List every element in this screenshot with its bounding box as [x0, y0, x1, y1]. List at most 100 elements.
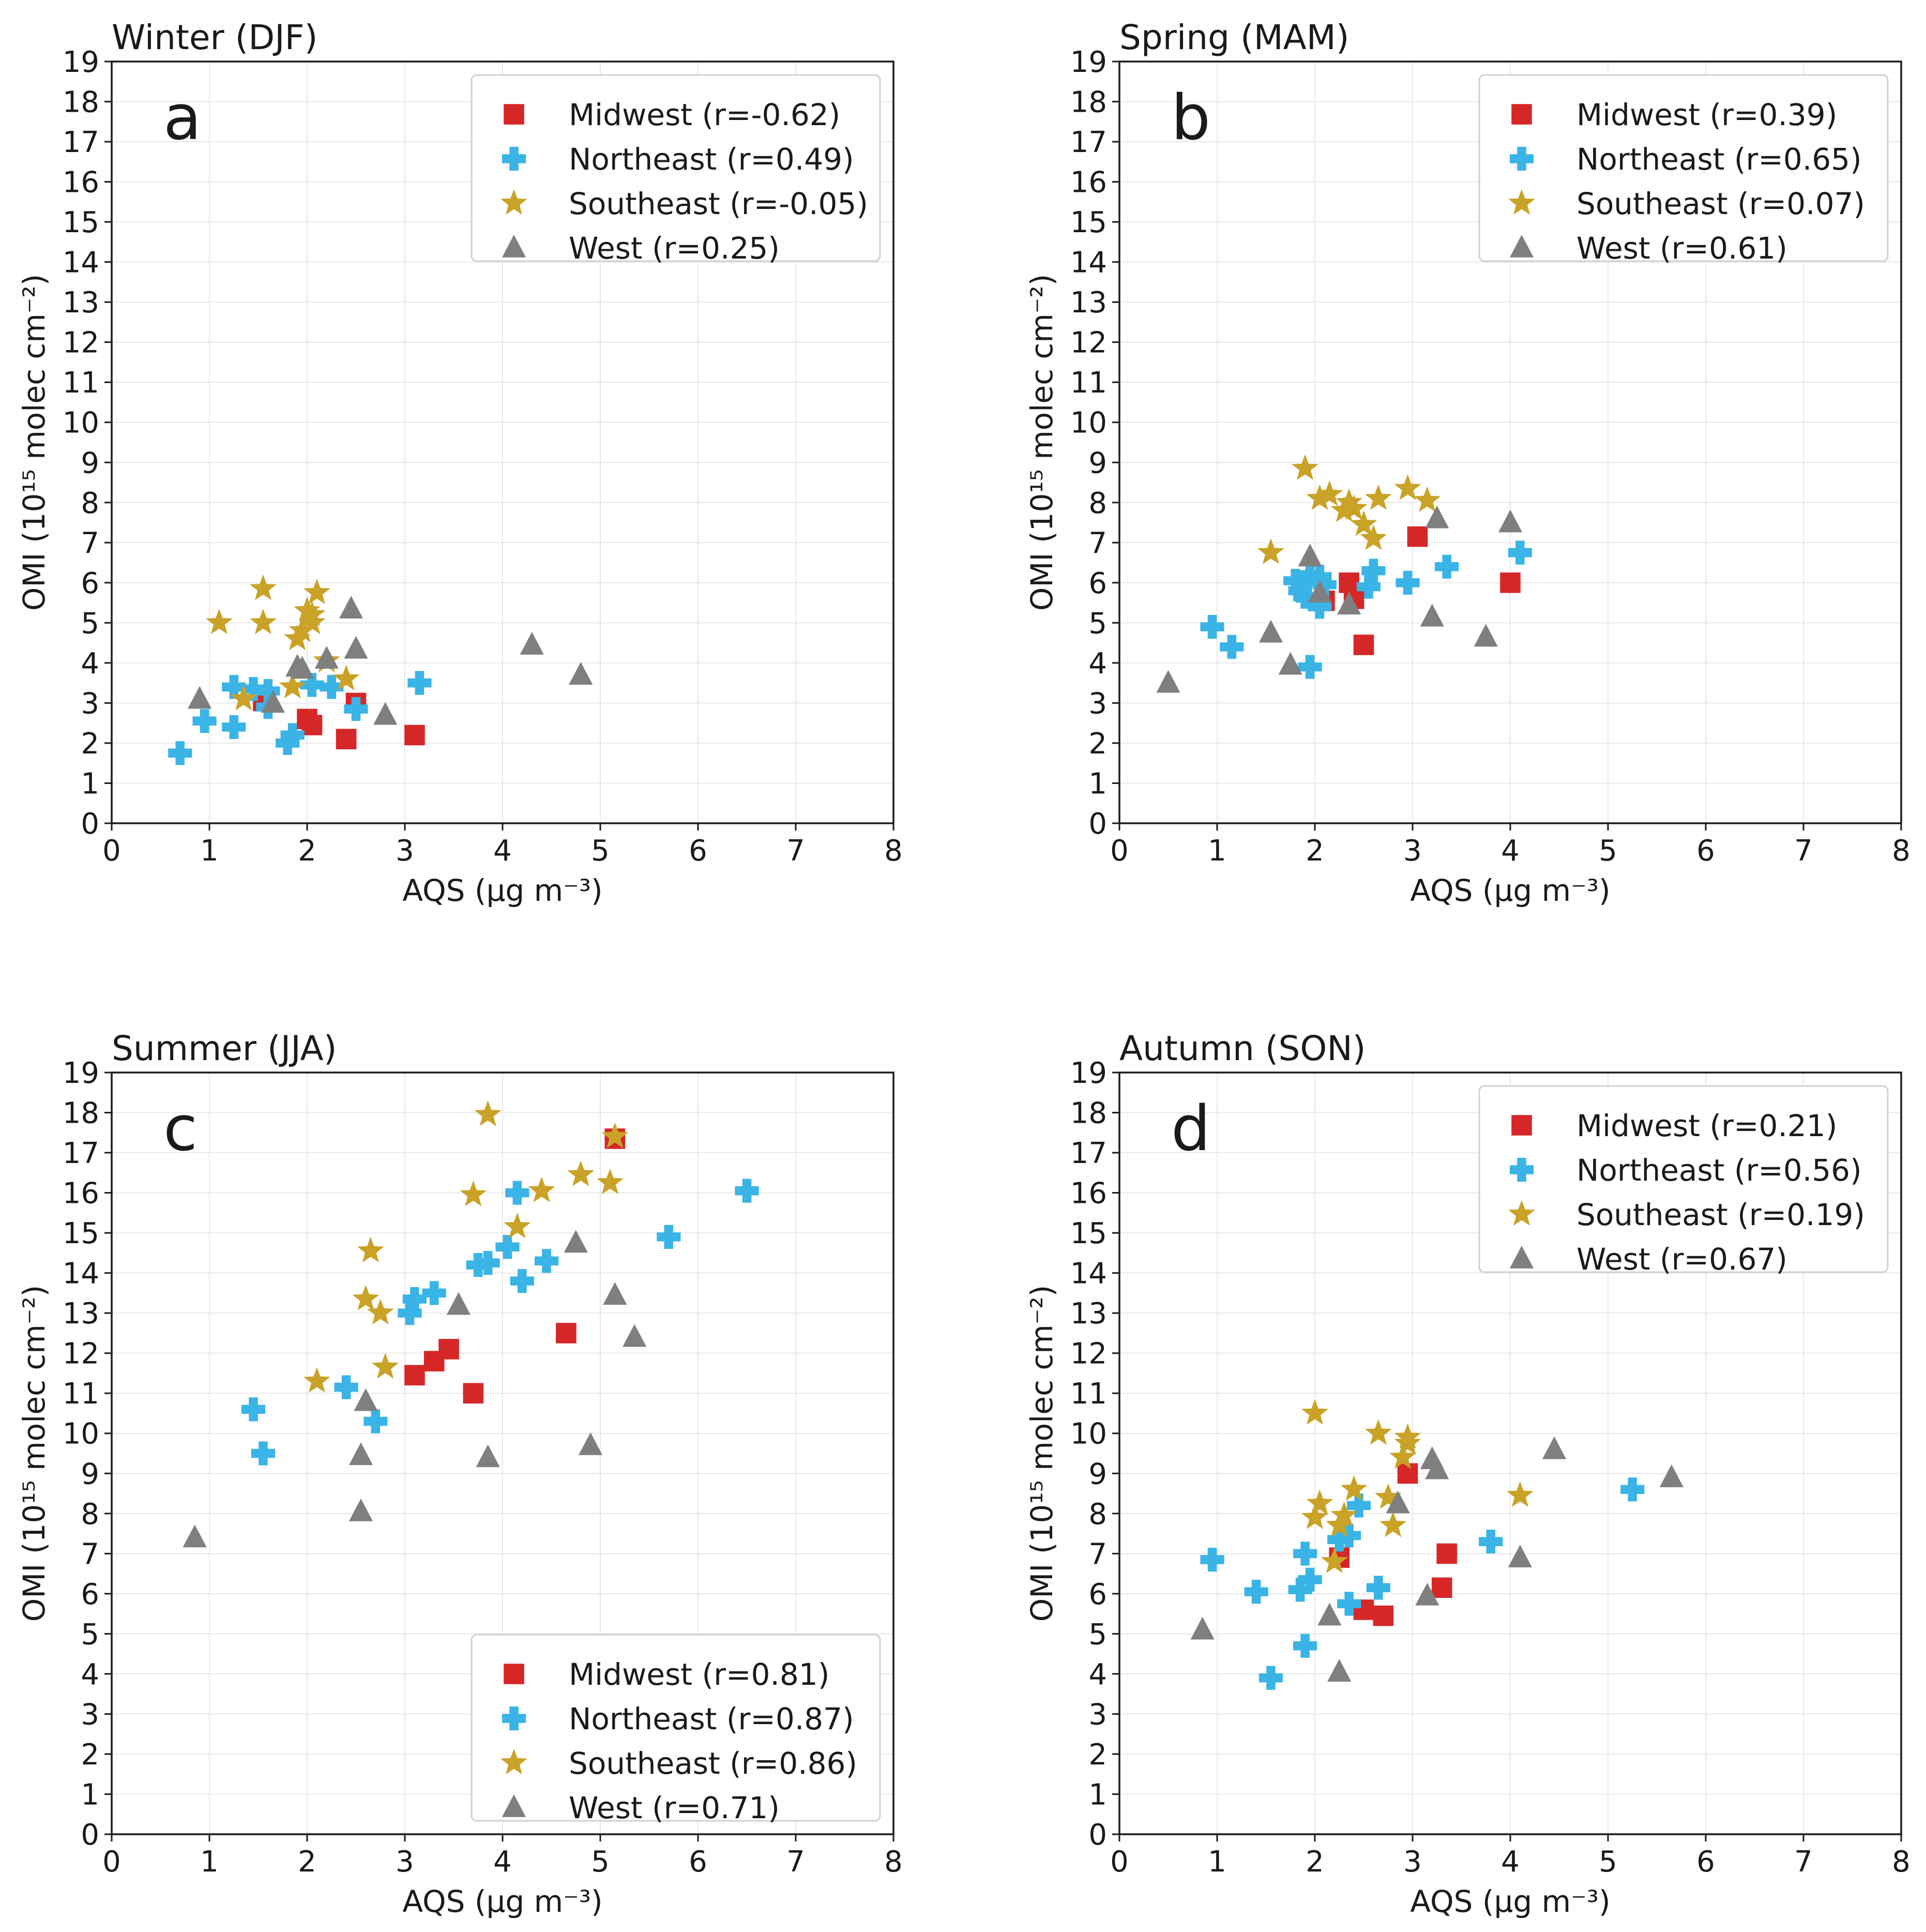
- y-tick-label: 18: [1070, 86, 1107, 119]
- legend-box: [471, 1634, 881, 1822]
- west-point: [1278, 652, 1302, 675]
- x-tick-label: 0: [102, 1845, 121, 1879]
- legend-marker-midwest: [504, 1664, 524, 1684]
- x-tick-label: 8: [884, 834, 903, 868]
- northeast-point: [280, 723, 305, 747]
- y-tick-label: 12: [1070, 326, 1107, 360]
- x-tick-label: 1: [1208, 1845, 1226, 1879]
- y-tick-label: 9: [1088, 1457, 1107, 1491]
- series-west: [188, 596, 593, 725]
- southeast-point: [1340, 1475, 1368, 1501]
- southeast-point: [1364, 484, 1392, 510]
- y-tick-label: 12: [1070, 1337, 1107, 1371]
- northeast-point: [1620, 1477, 1645, 1502]
- northeast-point: [1200, 615, 1224, 639]
- southeast-point: [289, 616, 316, 642]
- midwest-point: [556, 1323, 577, 1344]
- series-west: [183, 1230, 647, 1548]
- southeast-point: [1306, 1489, 1333, 1515]
- west-point: [1258, 620, 1283, 643]
- y-tick-label: 7: [81, 1537, 99, 1571]
- west-point: [603, 1282, 627, 1305]
- southeast-point: [304, 578, 330, 605]
- legend-marker-northeast: [1509, 146, 1534, 171]
- west-point: [354, 1388, 378, 1411]
- y-tick-label: 11: [63, 1377, 99, 1411]
- x-tick-label: 7: [1794, 1845, 1813, 1879]
- northeast-point: [363, 1409, 388, 1433]
- y-tick-label: 4: [81, 1658, 99, 1692]
- legend-label-northeast: Northeast (r=0.56): [1576, 1153, 1862, 1188]
- y-tick-label: 12: [63, 326, 99, 360]
- y-tick-label: 9: [81, 1457, 99, 1491]
- y-tick-label: 4: [81, 647, 99, 681]
- northeast-point: [407, 671, 432, 695]
- x-tick-label: 4: [1501, 834, 1520, 868]
- y-tick-label: 8: [1088, 487, 1107, 520]
- southeast-point: [279, 673, 306, 699]
- y-tick-label: 15: [63, 206, 99, 239]
- y-tick-label: 6: [1088, 1578, 1107, 1611]
- northeast-point: [1258, 1666, 1283, 1690]
- southeast-point: [597, 1168, 624, 1195]
- northeast-point: [1298, 1567, 1322, 1592]
- west-point: [1542, 1436, 1567, 1459]
- legend-marker-southeast: [1508, 1200, 1535, 1226]
- legend-label-southeast: Southeast (r=0.07): [1576, 186, 1865, 221]
- x-tick-label: 8: [1892, 834, 1910, 868]
- northeast-point: [1312, 572, 1337, 597]
- northeast-point: [1200, 1547, 1224, 1572]
- series-southeast: [304, 1100, 629, 1393]
- legend-label-midwest: Midwest (r=-0.62): [569, 97, 840, 132]
- southeast-point: [1394, 1423, 1421, 1449]
- y-tick-label: 17: [63, 126, 99, 159]
- midwest-point: [404, 1365, 425, 1386]
- x-tick-label: 8: [1892, 1845, 1910, 1879]
- northeast-point: [1366, 1576, 1390, 1600]
- x-tick-label: 5: [591, 834, 610, 868]
- southeast-point: [1306, 484, 1333, 510]
- west-point: [1156, 670, 1180, 693]
- y-tick-label: 16: [1070, 166, 1107, 200]
- legend-box: [1478, 74, 1889, 262]
- y-axis-label: OMI (10¹⁵ molec cm⁻²): [17, 1285, 52, 1622]
- legend-label-west: West (r=0.61): [1576, 231, 1787, 266]
- y-tick-label: 19: [63, 1056, 99, 1090]
- x-tick-label: 0: [1110, 1845, 1129, 1879]
- y-tick-label: 2: [81, 727, 99, 761]
- southeast-point: [1316, 480, 1343, 506]
- west-point: [623, 1324, 647, 1347]
- y-tick-label: 14: [1070, 246, 1107, 280]
- y-tick-label: 4: [1088, 1658, 1107, 1692]
- x-tick-label: 6: [689, 834, 707, 868]
- axes-frame: [111, 1071, 894, 1835]
- northeast-point: [344, 697, 368, 721]
- y-tick-label: 13: [63, 1297, 99, 1331]
- southeast-point: [504, 1213, 531, 1239]
- west-point: [579, 1432, 603, 1455]
- y-tick-label: 3: [1088, 687, 1107, 720]
- y-tick-label: 7: [81, 526, 99, 560]
- southeast-point: [250, 609, 277, 635]
- axes-frame: [111, 61, 894, 824]
- y-tick-label: 0: [81, 807, 99, 841]
- northeast-point: [1479, 1529, 1503, 1554]
- legend-label-northeast: Northeast (r=0.65): [1576, 142, 1862, 177]
- legend-marker-midwest: [1511, 104, 1532, 125]
- series-midwest: [404, 1128, 626, 1404]
- northeast-point: [657, 1225, 681, 1249]
- southeast-point: [1389, 1443, 1416, 1469]
- northeast-point: [476, 1251, 500, 1275]
- southeast-point: [567, 1160, 595, 1186]
- y-tick-label: 1: [1088, 767, 1107, 801]
- legend-marker-southeast: [501, 1748, 527, 1775]
- west-point: [1386, 1490, 1410, 1514]
- legend-marker-southeast: [501, 189, 527, 215]
- northeast-point: [192, 709, 217, 733]
- northeast-point: [1298, 655, 1322, 679]
- midwest-point: [438, 1339, 459, 1360]
- west-point: [344, 636, 368, 659]
- southeast-point: [1330, 1501, 1358, 1527]
- y-tick-label: 16: [63, 166, 99, 200]
